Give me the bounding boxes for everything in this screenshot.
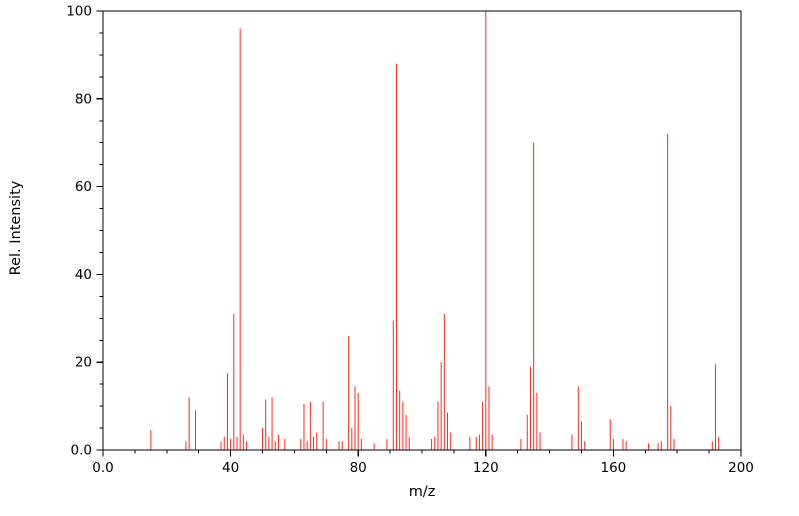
y-tick-label: 20: [75, 355, 92, 371]
x-tick-label: 40: [222, 460, 239, 476]
x-axis-label: m/z: [408, 484, 436, 500]
y-axis-label: Rel. Intensity: [8, 180, 24, 276]
y-tick-label: 60: [75, 179, 92, 195]
x-tick-label: 160: [601, 460, 627, 476]
y-tick-label: 100: [66, 4, 92, 20]
x-tick-label: 80: [350, 460, 367, 476]
y-tick-label: 40: [75, 267, 92, 283]
x-tick-label: 120: [473, 460, 499, 476]
y-tick-label: 80: [75, 91, 92, 107]
y-tick-label: 0.0: [71, 443, 92, 459]
x-tick-label: 0.0: [92, 460, 113, 476]
x-tick-label: 200: [728, 460, 754, 476]
plot-frame: [102, 10, 742, 451]
